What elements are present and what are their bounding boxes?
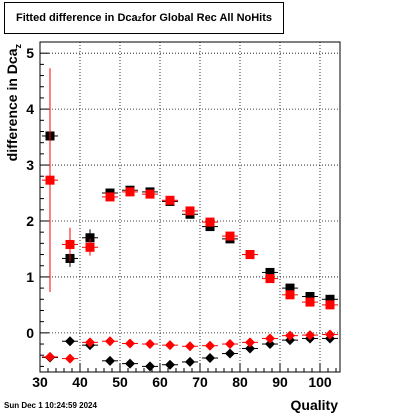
- data-point: [285, 283, 295, 293]
- data-point: [105, 192, 115, 202]
- data-point: [165, 340, 175, 351]
- data-point: [265, 333, 275, 344]
- data-point: [145, 189, 155, 199]
- y-tick-label: 0: [26, 325, 34, 341]
- data-point: [145, 361, 155, 372]
- data-point: [225, 348, 235, 359]
- y-axis-label: difference in Dcaz: [4, 44, 23, 162]
- series-3: [42, 329, 338, 364]
- x-tick-label: 90: [272, 374, 288, 390]
- y-tick-label: 5: [26, 45, 34, 61]
- data-point: [205, 340, 215, 351]
- data-point: [225, 339, 235, 350]
- y-tick-label: 3: [26, 157, 34, 173]
- axes: 30 40 50 60 70 80 90 100 0 1 2 3 4 5: [26, 41, 337, 390]
- data-point: [285, 290, 295, 300]
- y-axis-label-sub: z: [13, 44, 23, 49]
- data-point: [105, 336, 115, 347]
- data-point: [125, 338, 135, 349]
- y-tick-label: 4: [26, 101, 34, 117]
- y-tick-label: 2: [26, 213, 34, 229]
- data-point: [105, 355, 115, 366]
- data-marks: [42, 68, 338, 372]
- y-tick-label: 1: [26, 269, 34, 285]
- data-point: [265, 267, 275, 277]
- data-point: [85, 337, 95, 348]
- data-point: [45, 351, 55, 362]
- data-point: [225, 231, 235, 241]
- x-tick-label: 100: [308, 374, 332, 390]
- data-point: [305, 297, 315, 307]
- data-point: [305, 330, 315, 341]
- x-tick-label: 30: [32, 374, 48, 390]
- data-point: [285, 330, 295, 341]
- data-point: [165, 359, 175, 370]
- y-axis-label-main: difference in Dca: [4, 48, 20, 161]
- data-point: [185, 341, 195, 352]
- data-point: [165, 195, 175, 205]
- x-tick-label: 70: [192, 374, 208, 390]
- x-axis-label: Quality: [291, 397, 339, 413]
- data-point: [265, 339, 275, 350]
- data-point: [325, 300, 335, 310]
- data-point: [185, 356, 195, 367]
- data-point: [325, 329, 335, 340]
- data-point: [205, 353, 215, 364]
- data-point: [65, 336, 75, 347]
- data-point: [325, 294, 335, 304]
- data-point: [125, 358, 135, 369]
- data-point: [205, 217, 215, 227]
- chart-title: Fitted difference in Dca z for Global Rec…: [4, 2, 284, 34]
- data-point: [185, 206, 195, 216]
- x-tick-label: 40: [72, 374, 88, 390]
- data-point: [125, 187, 135, 197]
- data-point: [65, 239, 75, 249]
- data-point: [245, 343, 255, 354]
- data-point: [65, 353, 75, 364]
- data-point: [85, 242, 95, 252]
- chart-title-main: Fitted difference in Dca: [15, 12, 138, 24]
- data-point: [45, 175, 55, 185]
- data-point: [305, 291, 315, 301]
- series-1: [42, 68, 338, 310]
- x-tick-label: 80: [232, 374, 248, 390]
- x-tick-label: 50: [112, 374, 128, 390]
- timestamp: Sun Dec 1 10:24:59 2024: [4, 401, 97, 410]
- data-point: [265, 274, 275, 284]
- chart-title-suffix: for Global Rec All NoHits: [141, 12, 273, 24]
- chart-title-sub: z: [137, 13, 142, 23]
- data-point: [245, 250, 255, 260]
- grid-lines: [40, 42, 340, 372]
- data-point: [245, 337, 255, 348]
- data-point: [145, 339, 155, 350]
- data-point: [85, 233, 95, 243]
- x-tick-label: 60: [152, 374, 168, 390]
